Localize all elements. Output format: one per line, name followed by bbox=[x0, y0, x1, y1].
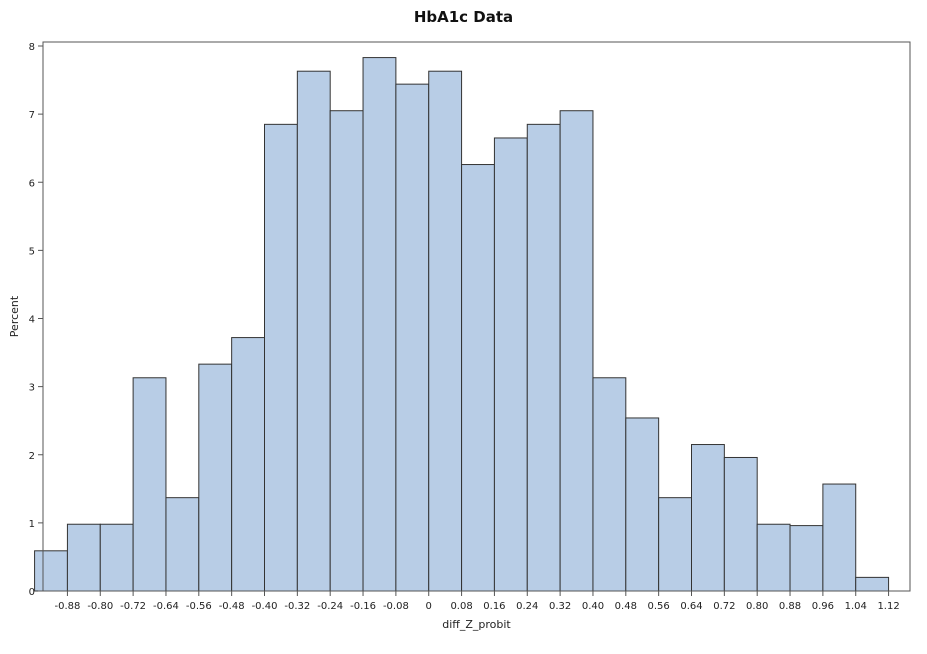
x-tick-label: 0.16 bbox=[483, 601, 505, 612]
x-tick-label: 0.32 bbox=[549, 601, 571, 612]
histogram-bar bbox=[592, 377, 627, 592]
x-tick-label: -0.72 bbox=[120, 601, 146, 612]
y-tick-label: 4 bbox=[29, 315, 35, 326]
histogram-bar bbox=[625, 417, 660, 592]
x-tick-label: 0.96 bbox=[812, 601, 834, 612]
histogram-bar bbox=[723, 456, 758, 592]
histogram-bar bbox=[855, 576, 890, 592]
x-tick-label: -0.48 bbox=[219, 601, 245, 612]
x-tick-label: 1.12 bbox=[877, 601, 899, 612]
y-tick-label: 3 bbox=[29, 383, 35, 394]
x-tick-label: 0.64 bbox=[680, 601, 702, 612]
x-tick-label: -0.40 bbox=[252, 601, 278, 612]
histogram-bar bbox=[559, 110, 594, 592]
x-tick-label: -0.64 bbox=[153, 601, 179, 612]
x-tick-label: -0.80 bbox=[87, 601, 113, 612]
y-tick-label: 2 bbox=[29, 451, 35, 462]
histogram-bar bbox=[461, 164, 495, 592]
histogram-bar bbox=[526, 123, 561, 592]
histogram-bar bbox=[395, 83, 430, 592]
chart-title: HbA1c Data bbox=[413, 8, 514, 26]
x-tick-label: 0.80 bbox=[746, 601, 768, 612]
x-tick-label: -0.88 bbox=[54, 601, 80, 612]
histogram-bar bbox=[231, 337, 265, 592]
x-tick-label: 0.88 bbox=[779, 601, 801, 612]
histogram-bar bbox=[66, 523, 101, 592]
histogram-bar bbox=[362, 57, 397, 592]
histogram-bar bbox=[658, 497, 693, 592]
x-tick-label: -0.56 bbox=[186, 601, 212, 612]
x-tick-label: 0.08 bbox=[450, 601, 472, 612]
x-tick-label: -0.32 bbox=[284, 601, 310, 612]
histogram-bar bbox=[822, 483, 857, 592]
histogram-bar bbox=[493, 137, 528, 592]
y-tick-label: 8 bbox=[29, 42, 35, 53]
histogram-bar bbox=[34, 550, 68, 592]
plot-frame bbox=[42, 41, 911, 592]
y-tick-label: 5 bbox=[29, 246, 35, 257]
y-tick-label: 7 bbox=[29, 110, 35, 121]
histogram-bar bbox=[99, 523, 134, 592]
histogram-bar bbox=[756, 523, 791, 592]
histogram-bar bbox=[296, 70, 331, 592]
histogram-bar bbox=[789, 525, 824, 592]
x-tick-label: 0.72 bbox=[713, 601, 735, 612]
x-tick-label: 0.48 bbox=[615, 601, 637, 612]
x-axis-label: diff_Z_probit bbox=[442, 618, 511, 631]
histogram-bar bbox=[264, 123, 298, 592]
x-tick-label: 0.56 bbox=[648, 601, 670, 612]
histogram-bar bbox=[691, 444, 725, 592]
x-tick-label: -0.16 bbox=[350, 601, 376, 612]
y-axis-label: Percent bbox=[8, 295, 21, 337]
histogram-bar bbox=[165, 497, 200, 592]
x-tick-label: 0 bbox=[426, 601, 432, 612]
histogram-bar bbox=[329, 110, 364, 592]
x-tick-label: 0.24 bbox=[516, 601, 538, 612]
x-tick-label: -0.24 bbox=[317, 601, 343, 612]
y-tick-label: 6 bbox=[29, 178, 35, 189]
y-tick-label: 1 bbox=[29, 519, 35, 530]
y-tick-label: 0 bbox=[29, 587, 35, 598]
histogram-bar bbox=[132, 377, 167, 592]
x-tick-label: 0.40 bbox=[582, 601, 604, 612]
histogram-bar bbox=[428, 70, 463, 592]
x-tick-label: 1.04 bbox=[845, 601, 867, 612]
histogram-bar bbox=[198, 363, 233, 592]
x-tick-label: -0.08 bbox=[383, 601, 409, 612]
